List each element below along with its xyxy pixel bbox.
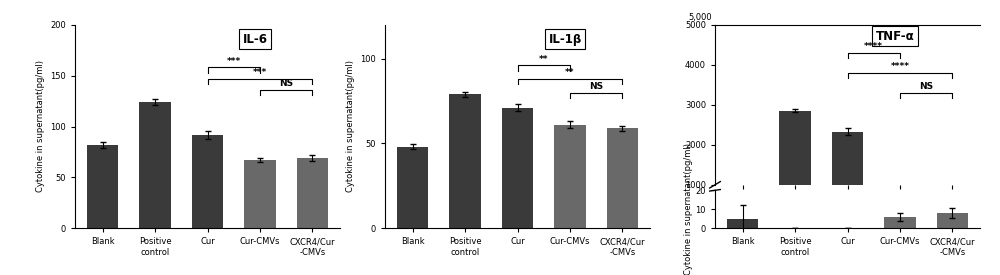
Text: IL-1β: IL-1β [549,33,582,46]
Text: NS: NS [279,79,293,88]
Y-axis label: Cytokine in supernatant(pg/ml): Cytokine in supernatant(pg/ml) [36,60,45,192]
Bar [297,158,328,228]
Text: TNF-α: TNF-α [876,29,915,43]
Text: IL-6: IL-6 [243,33,268,46]
Bar [192,135,223,228]
Text: **: ** [565,68,575,78]
Bar [937,213,968,228]
Text: NS: NS [589,82,603,91]
Bar [244,160,276,228]
Y-axis label: Cytokine in supernatant(pg/ml): Cytokine in supernatant(pg/ml) [684,143,693,275]
Bar [87,145,118,228]
Bar [397,147,428,228]
Bar [607,128,638,228]
Text: ***: *** [227,57,241,66]
Bar [139,102,171,228]
Bar [449,94,481,228]
Text: ****: **** [890,62,909,71]
Text: 5,000: 5,000 [689,13,712,21]
Bar [554,125,586,228]
Bar [727,219,758,228]
Bar [779,111,811,225]
Bar [884,217,916,228]
Text: NS: NS [919,82,933,91]
Text: ***: *** [253,68,267,77]
Bar [832,131,863,225]
Bar [502,108,533,228]
Text: ****: **** [864,42,883,51]
Text: **: ** [539,55,548,64]
Y-axis label: Cytokine in supernatant(pg/ml): Cytokine in supernatant(pg/ml) [346,60,355,192]
